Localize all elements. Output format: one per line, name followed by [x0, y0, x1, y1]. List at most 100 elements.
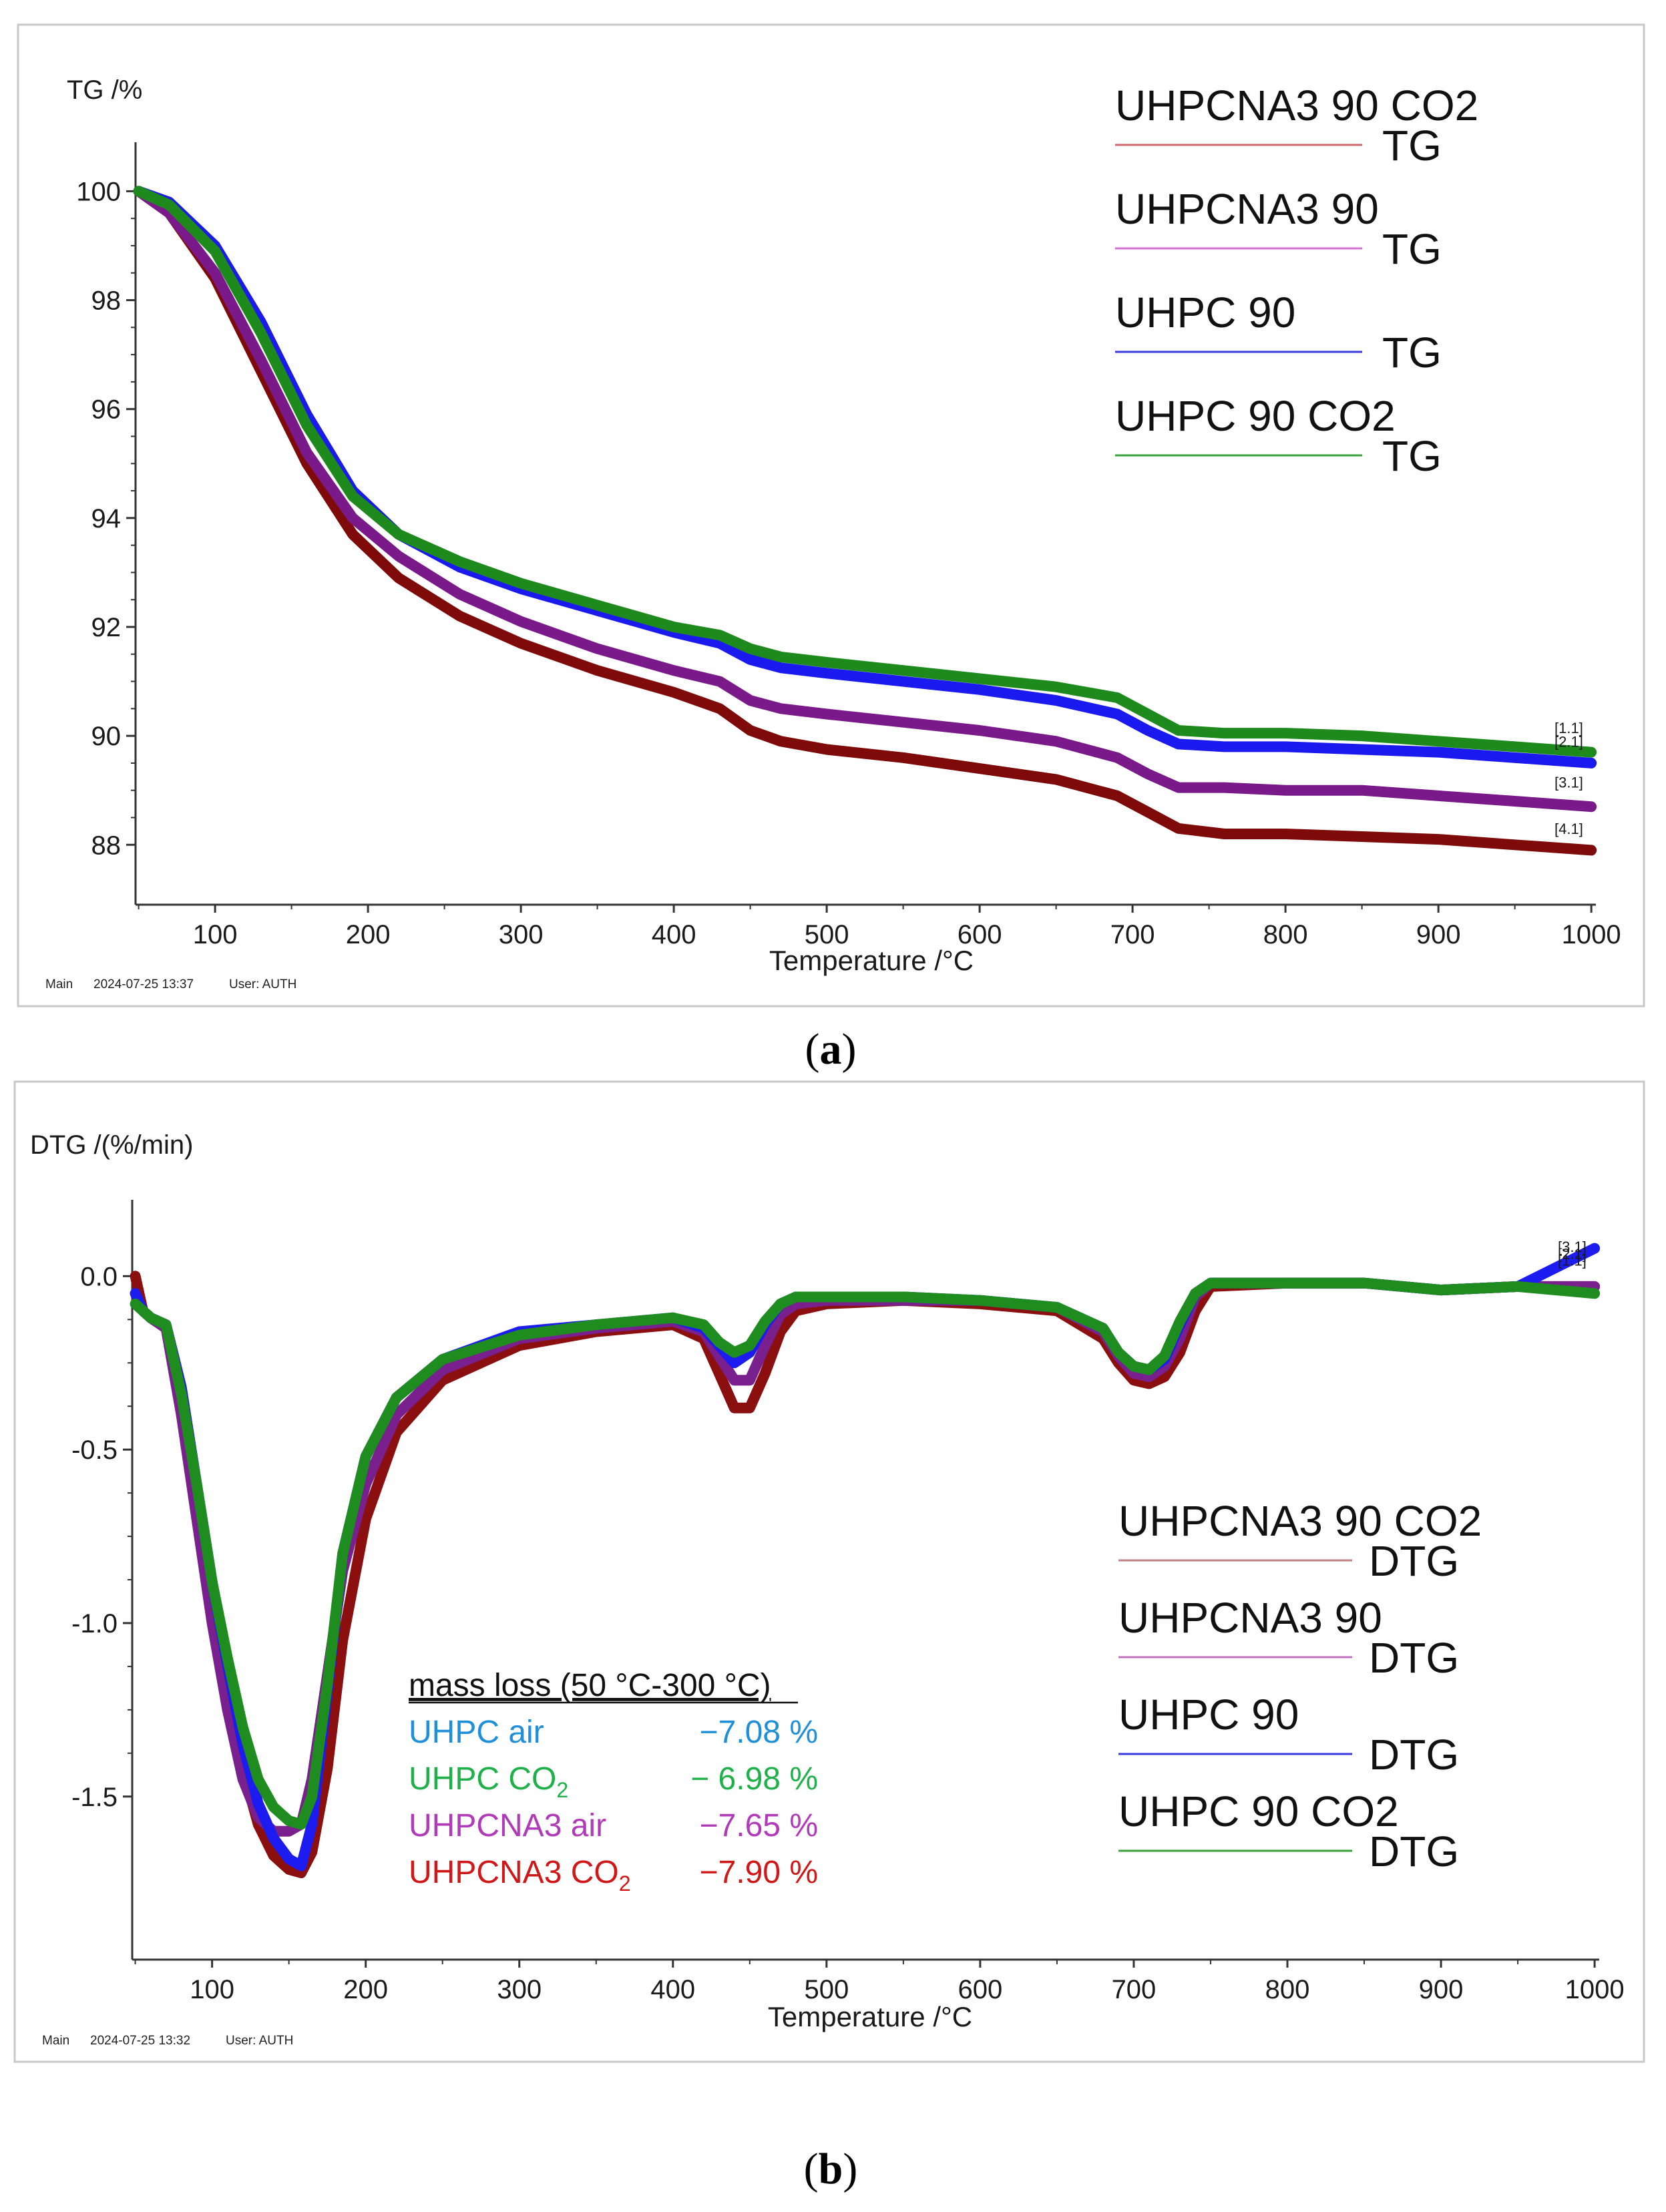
x-tick-label: 900 — [1416, 920, 1461, 949]
mass-loss-row-label: UHPCNA3 air — [409, 1808, 606, 1843]
panel-a-ylabel: TG /% — [67, 75, 142, 105]
mass-loss-row-value: −7.90 % — [700, 1855, 818, 1890]
y-tick-label: -1.0 — [71, 1609, 118, 1638]
y-tick-label: 100 — [76, 177, 121, 206]
mass-loss-row-value: −7.65 % — [700, 1808, 818, 1843]
series-line — [133, 186, 1597, 758]
x-tick-label: 500 — [804, 1975, 849, 2004]
y-tick-label: -0.5 — [71, 1435, 118, 1465]
panel-b-xlabel: Temperature /°C — [768, 2001, 972, 2032]
panel-b-series — [130, 1243, 1601, 1879]
y-tick-label: -1.5 — [71, 1783, 118, 1812]
x-tick-label: 200 — [343, 1975, 388, 2004]
mass-loss-row-value: −7.08 % — [700, 1715, 818, 1750]
x-tick-label: 1000 — [1565, 1975, 1625, 2004]
caption-b-letter: b — [819, 2145, 843, 2193]
series-line — [130, 1277, 1601, 1830]
caption-a: (a) — [805, 1025, 857, 1074]
legend-entry-name: UHPCNA3 90 CO2 — [1115, 81, 1478, 130]
mass-loss-row-label: UHPC CO2 — [409, 1761, 568, 1802]
panel-a-footer-main: Main — [45, 977, 73, 991]
y-tick-label: 94 — [91, 504, 122, 533]
legend-entry-name: UHPC 90 — [1115, 288, 1295, 337]
end-marker-label: [2.1] — [1558, 1245, 1587, 1262]
x-tick-label: 900 — [1419, 1975, 1464, 2004]
panel-a-frame — [17, 23, 1645, 1008]
x-tick-label: 600 — [958, 1975, 1003, 2004]
panel-b-ylabel: DTG /(%/min) — [30, 1130, 193, 1160]
x-tick-label: 500 — [805, 920, 849, 949]
panel-b-y-ticks: 0.0 -0.5 -1.0 -1.5 — [71, 1262, 132, 1812]
legend-entry-sub: DTG — [1369, 1731, 1459, 1779]
legend-entry-name: UHPC 90 CO2 — [1115, 392, 1396, 440]
panel-a-footer: Main 2024-07-25 13:37 User: AUTH — [45, 977, 296, 991]
y-tick-label: 90 — [91, 722, 122, 751]
x-tick-label: 400 — [650, 1975, 695, 2004]
legend-entry-sub: TG — [1382, 328, 1442, 377]
x-tick-label: 600 — [958, 920, 1002, 949]
mass-loss-row-label-sub: 2 — [619, 1871, 631, 1896]
x-tick-label: 700 — [1110, 920, 1155, 949]
legend-entry-name: UHPCNA3 90 — [1118, 1594, 1382, 1642]
y-tick-label: 88 — [91, 831, 122, 860]
x-tick-label: 1000 — [1562, 920, 1621, 949]
mass-loss-row-label: UHPC air — [409, 1715, 544, 1750]
mass-loss-row-label-sub: 2 — [556, 1778, 568, 1802]
panel-a-x-ticks: 100 200 300 400 500 600 700 800 900 1000 — [138, 905, 1621, 949]
x-tick-label: 300 — [497, 1975, 542, 2004]
panel-b-footer-datetime: 2024-07-25 13:32 — [90, 2034, 190, 2048]
y-tick-label: 92 — [91, 613, 122, 642]
series-line — [133, 186, 1597, 813]
legend-entry-name: UHPCNA3 90 — [1115, 185, 1379, 233]
x-tick-label: 100 — [193, 920, 238, 949]
legend-entry-sub: TG — [1382, 432, 1442, 480]
series-line — [133, 186, 1597, 856]
panel-a: TG /% 88 90 92 94 96 98 100 100 200 300 400 500 600… — [17, 23, 1645, 1008]
legend-entry-name: UHPCNA3 90 CO2 — [1118, 1497, 1482, 1545]
end-marker-label: [3.1] — [1558, 1239, 1587, 1255]
panel-b-footer: Main 2024-07-25 13:32 User: AUTH — [42, 2034, 293, 2048]
x-tick-label: 100 — [190, 1975, 234, 2004]
panel-b-frame — [13, 1080, 1645, 2063]
end-marker-label: [3.1] — [1554, 775, 1583, 791]
end-marker-label: [1.1] — [1554, 720, 1583, 736]
legend-entry-name: UHPC 90 — [1118, 1691, 1299, 1739]
panel-a-series — [133, 186, 1597, 856]
x-tick-label: 400 — [652, 920, 696, 949]
mass-loss-row-label-main: UHPCNA3 CO — [409, 1855, 619, 1890]
y-tick-label: 96 — [91, 395, 122, 425]
x-tick-label: 800 — [1263, 920, 1308, 949]
legend-entry-name: UHPC 90 CO2 — [1118, 1787, 1399, 1835]
y-tick-label: 98 — [91, 286, 122, 316]
x-tick-label: 700 — [1112, 1975, 1157, 2004]
panel-b-x-ticks: 100 200 300 400 500 600 700 800 900 1000 — [134, 1960, 1625, 2004]
panel-b-footer-main: Main — [42, 2034, 69, 2048]
legend-entry-sub: TG — [1382, 225, 1442, 273]
panel-a-y-ticks: 88 90 92 94 96 98 100 — [76, 177, 136, 860]
legend-entry-sub: DTG — [1369, 1537, 1459, 1585]
end-marker-label: [1.1] — [1558, 1253, 1587, 1269]
end-marker-label: [4.1] — [1554, 821, 1583, 837]
x-tick-label: 800 — [1265, 1975, 1310, 2004]
mass-loss-row-label: UHPCNA3 CO2 — [409, 1855, 631, 1896]
x-tick-label: 200 — [346, 920, 391, 949]
panel-a-xlabel: Temperature /°C — [769, 945, 974, 976]
y-tick-label: 0.0 — [80, 1262, 118, 1291]
mass-loss-row-label-main: UHPC CO — [409, 1761, 556, 1797]
mass-loss-row-value: − 6.98 % — [690, 1761, 818, 1797]
caption-b: (b) — [804, 2145, 858, 2193]
panel-a-footer-datetime: 2024-07-25 13:37 — [93, 977, 194, 991]
panel-a-end-markers: [1.1][2.1] [3.1] [4.1] — [1554, 720, 1583, 837]
legend-entry-sub: DTG — [1369, 1827, 1459, 1875]
x-tick-label: 300 — [499, 920, 544, 949]
end-marker-label: [2.1] — [1554, 733, 1583, 750]
caption-a-letter: a — [820, 1025, 842, 1074]
legend-entry-sub: TG — [1382, 122, 1442, 170]
mass-loss-box: mass loss (50 °C-300 °C) UHPC air −7.08 … — [409, 1668, 818, 1896]
panel-b-footer-user: User: AUTH — [226, 2034, 293, 2048]
panel-a-footer-user: User: AUTH — [229, 977, 296, 991]
legend-entry-sub: DTG — [1369, 1634, 1459, 1682]
